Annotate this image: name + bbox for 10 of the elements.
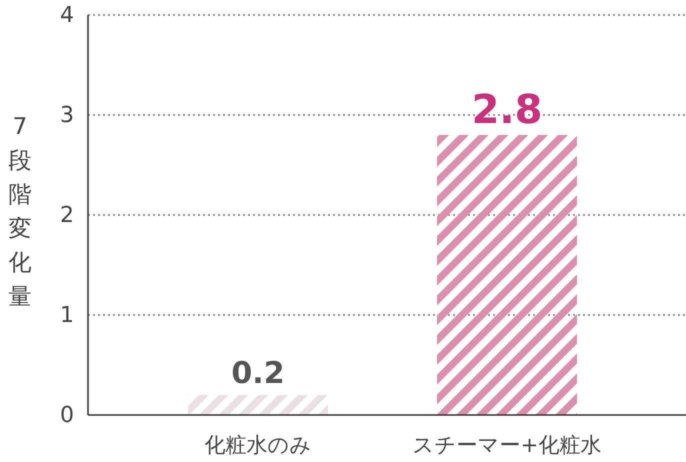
y-tick-label: 0 — [60, 403, 74, 428]
x-tick-label: スチーマー+化粧水 — [412, 433, 602, 457]
y-tick-label: 2 — [60, 203, 74, 228]
y-axis-title: 7段階変化量 — [8, 114, 32, 310]
data-label: 0.2 — [231, 356, 285, 391]
y-tick-label: 3 — [60, 103, 74, 128]
y-tick-label: 1 — [60, 303, 74, 328]
x-tick-label: 化粧水のみ — [204, 433, 312, 457]
y-tick-label: 4 — [60, 3, 74, 28]
data-label: 2.8 — [472, 87, 542, 133]
